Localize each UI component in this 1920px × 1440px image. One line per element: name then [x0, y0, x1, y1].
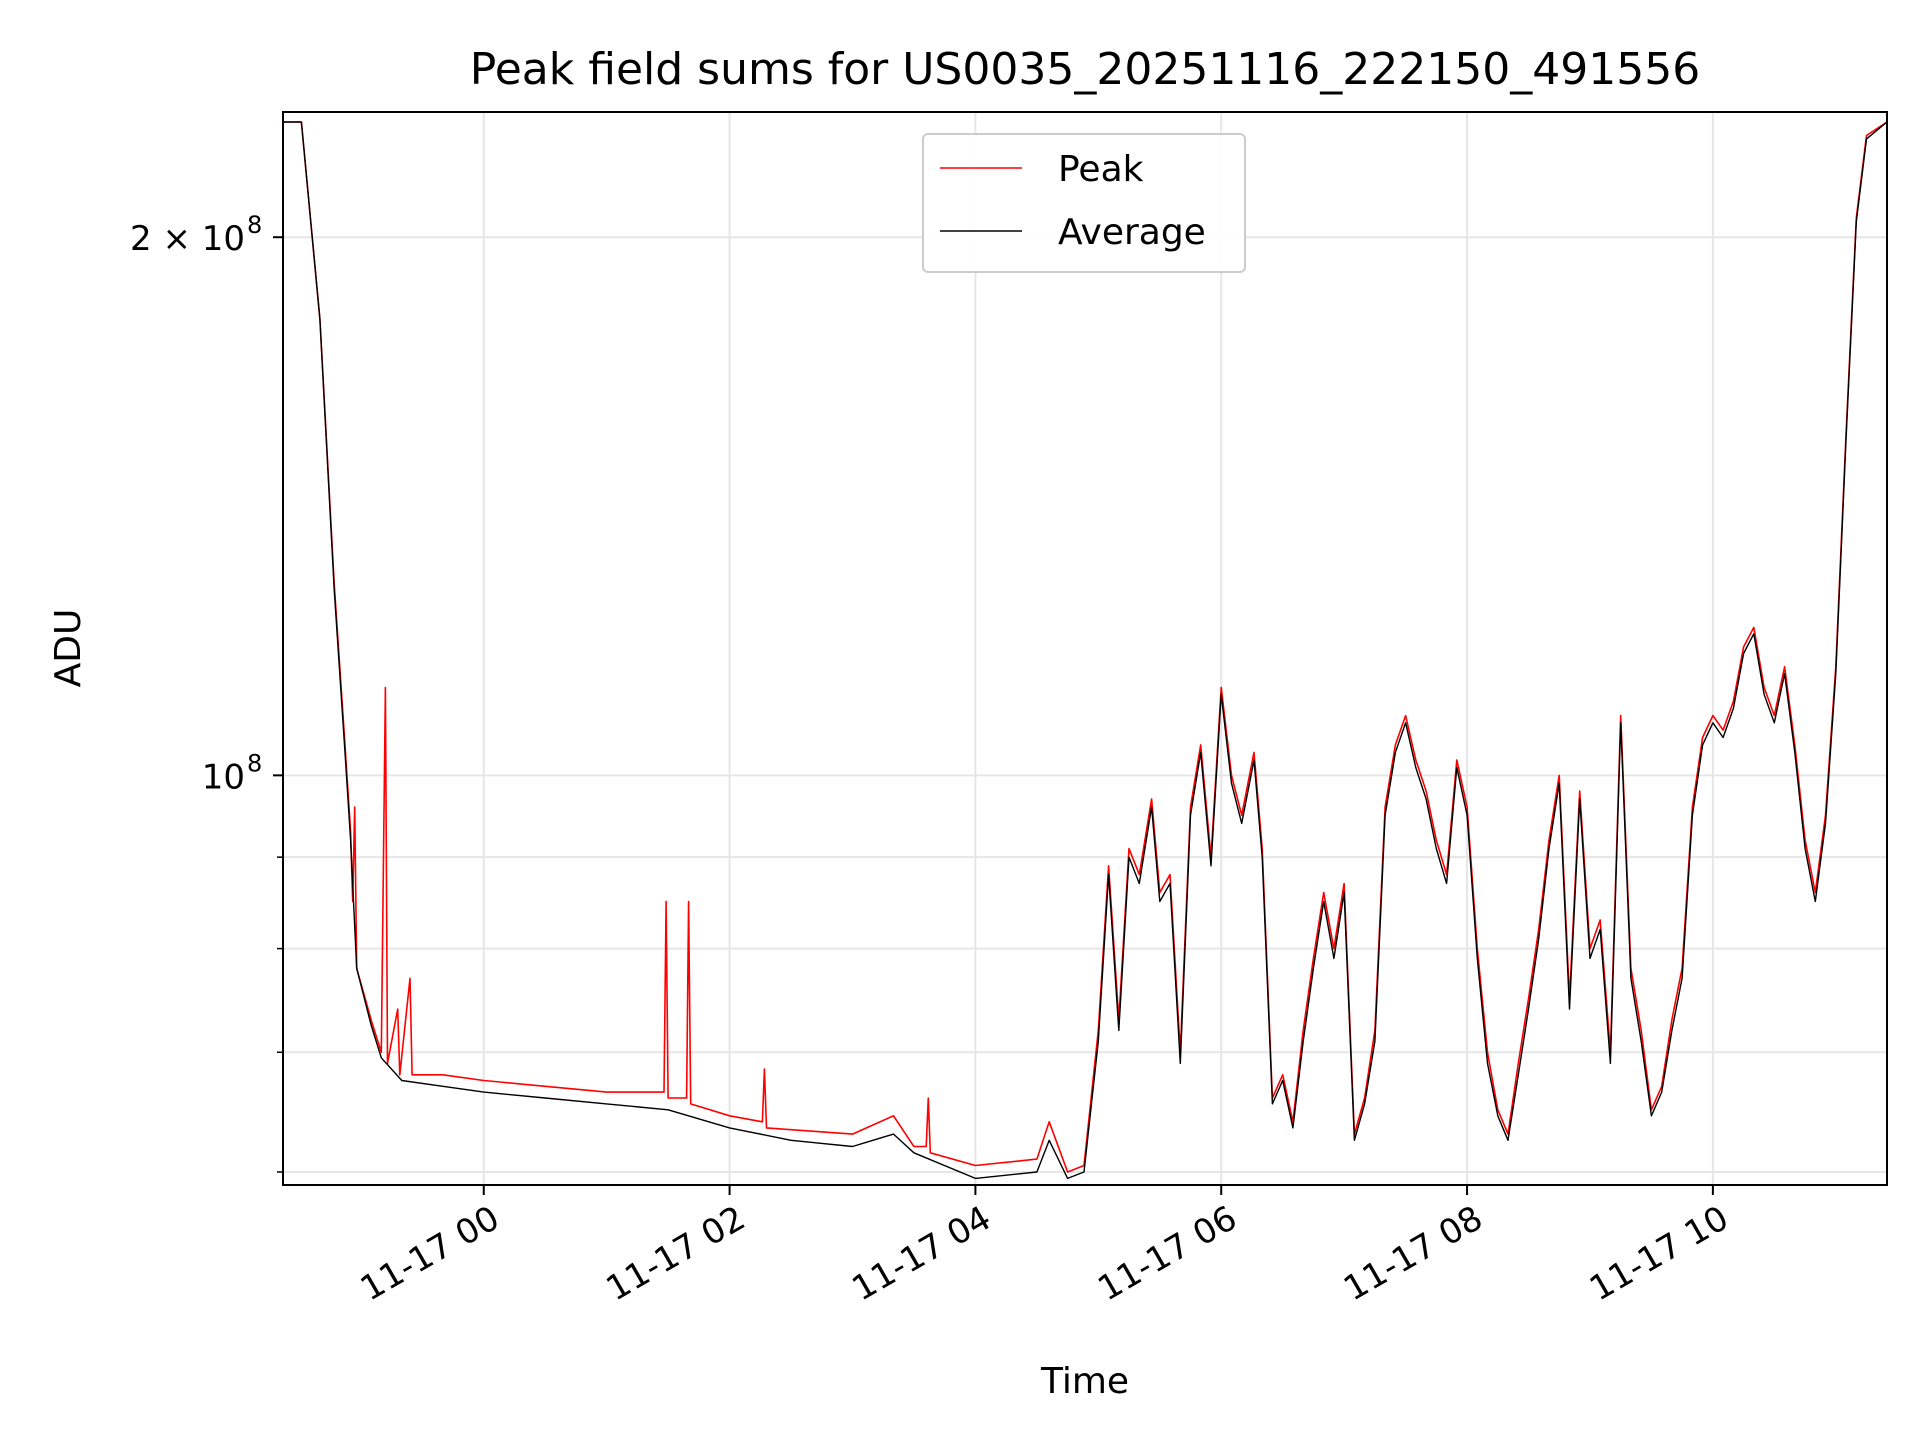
x-axis-label: Time	[1040, 1361, 1129, 1402]
y-axis: 2 × 10 810 8	[130, 211, 283, 1173]
y-tick-exponent: 8	[247, 749, 262, 777]
y-tick-exponent: 8	[247, 211, 262, 239]
legend: Peak Average	[922, 133, 1246, 273]
series-line-average	[283, 121, 1888, 1180]
chart-title: Peak field sums for US0035_20251116_2221…	[470, 44, 1700, 95]
y-axis-label: ADU	[48, 609, 89, 688]
plot-area-frame	[282, 111, 1888, 1186]
grid-lines	[283, 112, 1887, 1185]
legend-average-label: Average	[1058, 212, 1206, 253]
y-tick-label: 10	[202, 757, 245, 797]
y-tick-label: 2 × 10	[130, 219, 245, 259]
legend-peak-label: Peak	[1058, 149, 1144, 190]
series-layer	[283, 121, 1888, 1180]
